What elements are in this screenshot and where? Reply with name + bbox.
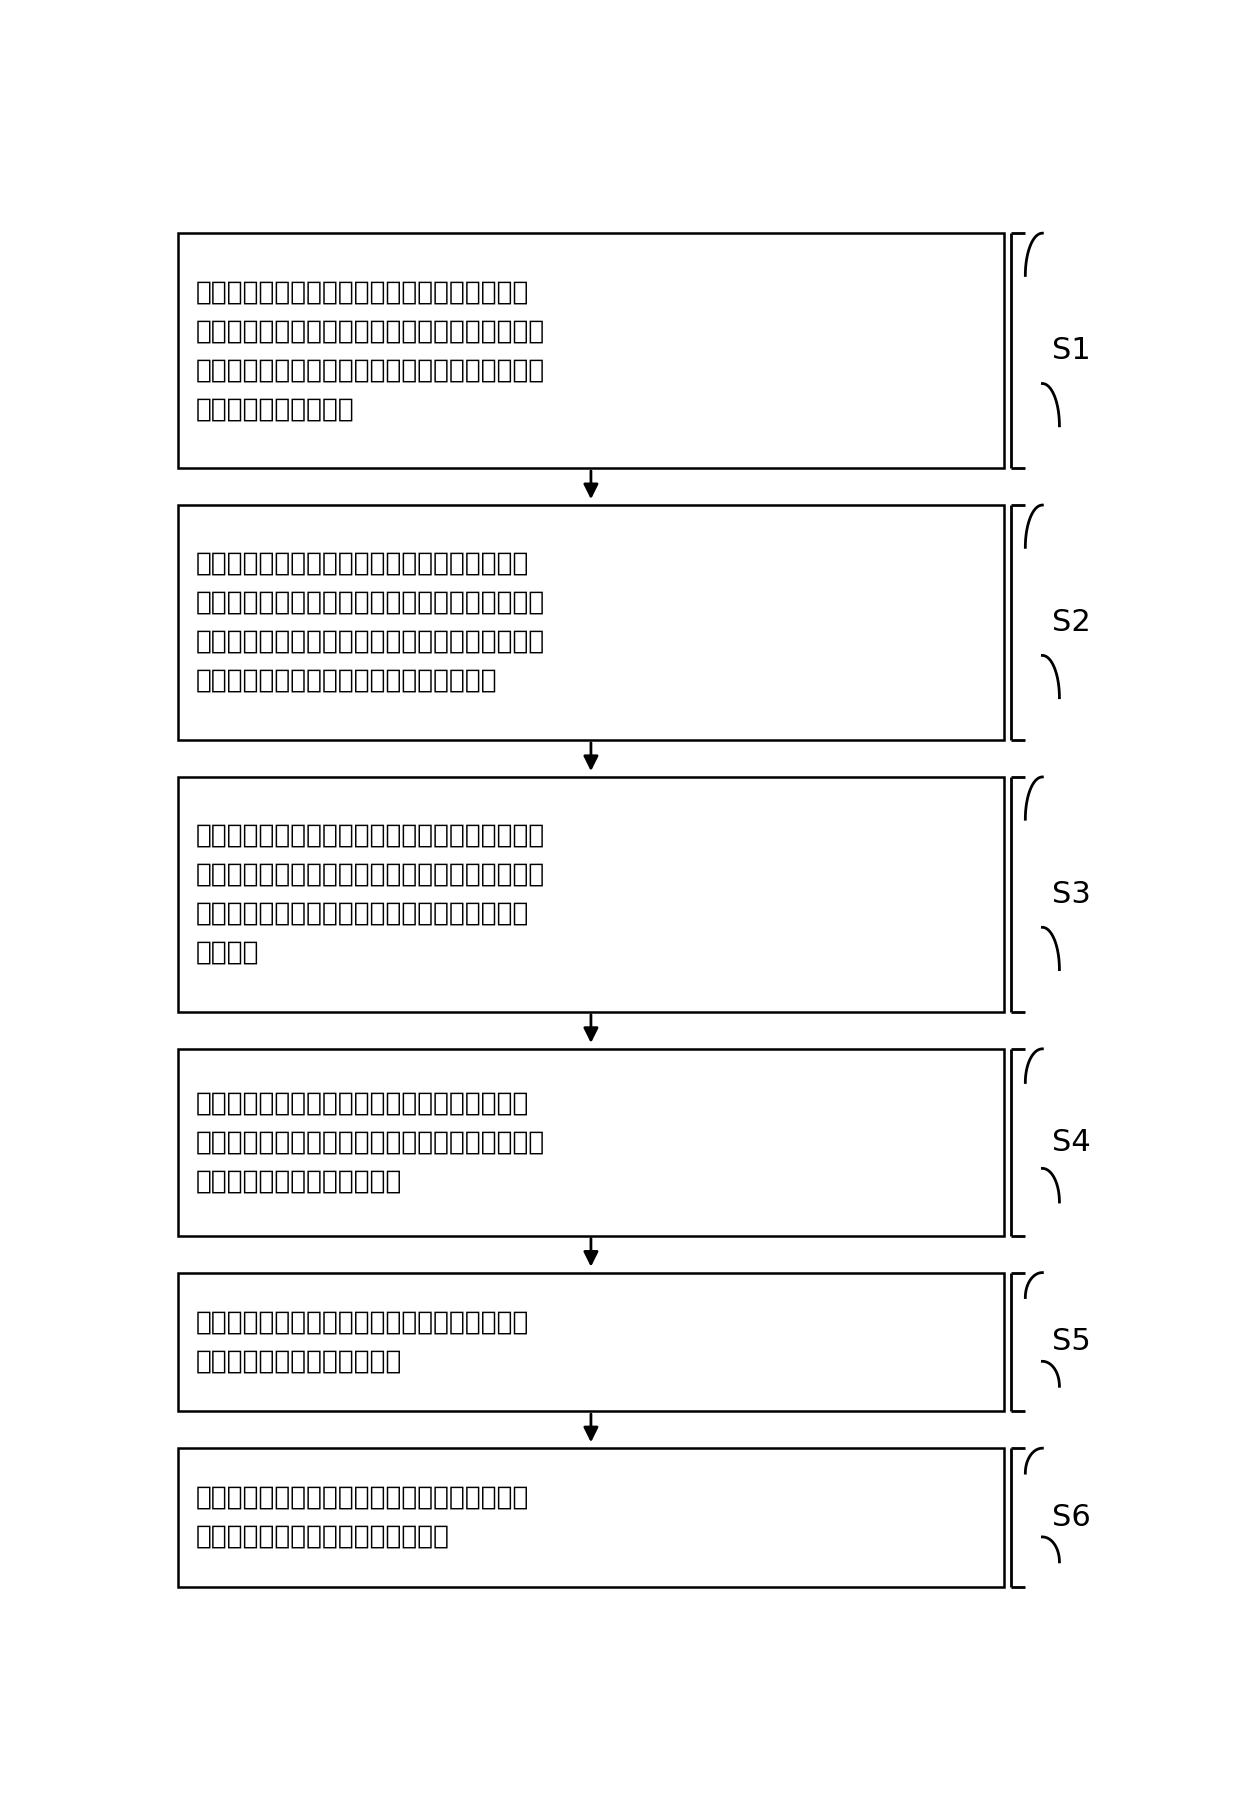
Text: S4: S4	[1053, 1128, 1091, 1157]
Text: S2: S2	[1053, 607, 1091, 638]
Text: 分别除去泵浦光纤束中的若干泵浦光纤待熔接区
域的涂覆层，露出包层；从一端开始除去保偏主光
纤的涂覆层，露出内包层并形成过度区，所述过度
区的应力结构保持完整: 分别除去泵浦光纤束中的若干泵浦光纤待熔接区 域的涂覆层，露出包层；从一端开始除去…	[196, 279, 544, 422]
Text: S3: S3	[1053, 879, 1091, 908]
Bar	[179, 1449, 1003, 1588]
Bar	[179, 505, 1003, 741]
Text: 将所述泵浦光纤束从拉锥处理的轴向中心截断，并
对所述泵浦光纤拉锥端形成的中空部分进行处理，
使拉锥端形成的中空部分形状与保偏主光纤的过
度区互补: 将所述泵浦光纤束从拉锥处理的轴向中心截断，并 对所述泵浦光纤拉锥端形成的中空部分…	[196, 824, 544, 966]
Text: 将所述泵浦光纤去除涂覆层的部分按一定的锥度
拉锥到预定尺寸形成拉锥端；拉锥过程中，泵浦光
纤束的中心光纤采用金属丝替代；拉锥完成后，将
金属丝抽出，泵浦光纤束形: 将所述泵浦光纤去除涂覆层的部分按一定的锥度 拉锥到预定尺寸形成拉锥端；拉锥过程中…	[196, 551, 544, 694]
Text: S5: S5	[1053, 1328, 1091, 1357]
Text: S6: S6	[1053, 1503, 1091, 1532]
Text: S1: S1	[1053, 337, 1091, 366]
Bar	[179, 1049, 1003, 1236]
Bar	[179, 1272, 1003, 1411]
Bar	[179, 232, 1003, 469]
Text: 将露出内包层的保偏主光纤的一端插入泵浦光纤
束的中空部分，使保偏主光纤的过度区与泵浦光纤
拉锥端形成中空部分紧密贴合: 将露出内包层的保偏主光纤的一端插入泵浦光纤 束的中空部分，使保偏主光纤的过度区与…	[196, 1090, 544, 1195]
Bar	[179, 777, 1003, 1013]
Text: 将所述保偏主光纤的过度区与所述泵浦光纤的拉
锥端形成的中空部分熔为一体: 将所述保偏主光纤的过度区与所述泵浦光纤的拉 锥端形成的中空部分熔为一体	[196, 1310, 528, 1375]
Text: 对内包层露出在外面的过度区到端部之间的保偏
主光纤部分，重新涂覆制作新涂覆层: 对内包层露出在外面的过度区到端部之间的保偏 主光纤部分，重新涂覆制作新涂覆层	[196, 1485, 528, 1550]
